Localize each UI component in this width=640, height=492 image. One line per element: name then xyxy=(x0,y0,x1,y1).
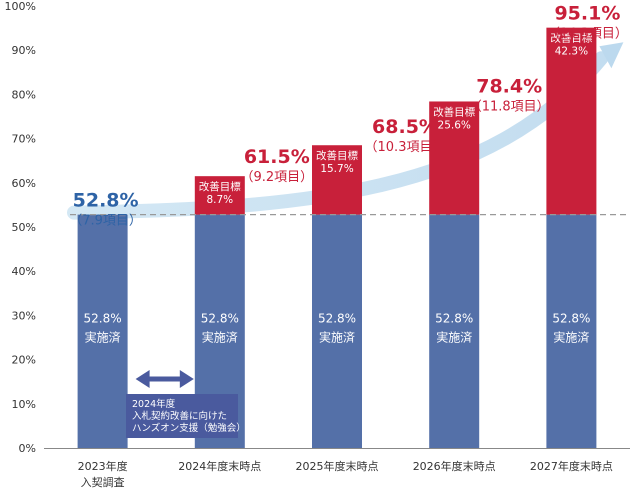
annotation-text: 2024年度 xyxy=(132,398,176,410)
bar-implemented-label: 実施済 xyxy=(202,329,238,344)
annotation-text: ハンズオン支援（勉強会） xyxy=(132,422,246,434)
bar-implemented-label: 52.8% xyxy=(84,311,122,325)
y-tick-label: 40% xyxy=(12,265,36,278)
annotation-arrow-left-head xyxy=(135,370,150,388)
bar-implemented xyxy=(429,214,480,448)
total-items-label: （11.8項目） xyxy=(469,99,550,114)
bar-implemented-label: 52.8% xyxy=(318,311,356,325)
annotation-text: 入札契約改善に向けた xyxy=(132,410,227,422)
x-category-label: 2027年度末時点 xyxy=(530,459,613,473)
total-items-label: （9.2項目） xyxy=(240,170,313,185)
trend-arrow-head xyxy=(599,42,624,69)
y-tick-label: 10% xyxy=(12,398,36,411)
y-tick-label: 30% xyxy=(12,309,36,322)
bar-target-label: 改善目標 xyxy=(199,180,241,193)
y-tick-label: 0% xyxy=(19,442,36,455)
bar-implemented-label: 52.8% xyxy=(201,311,239,325)
total-percent-label: 52.8% xyxy=(73,190,139,212)
y-tick-label: 70% xyxy=(12,133,36,146)
y-tick-label: 80% xyxy=(12,88,36,101)
x-category-label: 入契調査 xyxy=(81,475,125,489)
bar-implemented xyxy=(312,214,362,448)
total-percent-label: 68.5% xyxy=(372,116,438,138)
bar-target-label: 改善目標 xyxy=(316,149,358,162)
bar-target-label: 15.7% xyxy=(320,163,353,175)
bar-target-label: 42.3% xyxy=(555,46,588,58)
bar-target-label: 8.7% xyxy=(206,194,233,206)
bar-implemented-label: 実施済 xyxy=(85,329,121,344)
bar-implemented-label: 52.8% xyxy=(552,311,590,325)
x-category-label: 2023年度 xyxy=(78,459,128,473)
bar-implemented xyxy=(546,214,597,448)
y-tick-label: 60% xyxy=(12,177,36,190)
bar-target-label: 25.6% xyxy=(438,119,471,131)
bar-improvement-target xyxy=(312,145,362,215)
x-category-label: 2024年度末時点 xyxy=(178,459,261,473)
total-percent-label: 78.4% xyxy=(476,75,542,97)
bar-implemented-label: 実施済 xyxy=(319,329,355,344)
bar-target-label: 改善目標 xyxy=(433,105,475,118)
bar-implemented-label: 実施済 xyxy=(436,329,472,344)
annotation-arrow-right-head xyxy=(179,370,194,388)
bar-implemented-label: 52.8% xyxy=(435,311,473,325)
y-tick-label: 50% xyxy=(12,221,36,234)
total-percent-label: 61.5% xyxy=(244,146,310,168)
x-category-label: 2025年度末時点 xyxy=(296,459,379,473)
x-category-label: 2026年度末時点 xyxy=(413,459,496,473)
y-tick-label: 100% xyxy=(5,0,36,13)
y-tick-label: 90% xyxy=(12,44,36,57)
total-items-label: （14.3項目） xyxy=(547,27,628,42)
y-tick-label: 20% xyxy=(12,354,36,367)
total-items-label: （7.9項目） xyxy=(69,214,142,229)
bar-implemented-label: 実施済 xyxy=(553,329,589,344)
bar-improvement-target xyxy=(546,27,597,215)
bar-improvement-target xyxy=(429,101,480,215)
bar-implemented xyxy=(77,214,128,448)
total-percent-label: 95.1% xyxy=(554,3,620,25)
annotation-box xyxy=(126,394,238,438)
bar-target-label: 改善目標 xyxy=(550,32,592,45)
bar-improvement-target xyxy=(194,176,245,215)
total-items-label: （10.3項目） xyxy=(365,140,446,155)
